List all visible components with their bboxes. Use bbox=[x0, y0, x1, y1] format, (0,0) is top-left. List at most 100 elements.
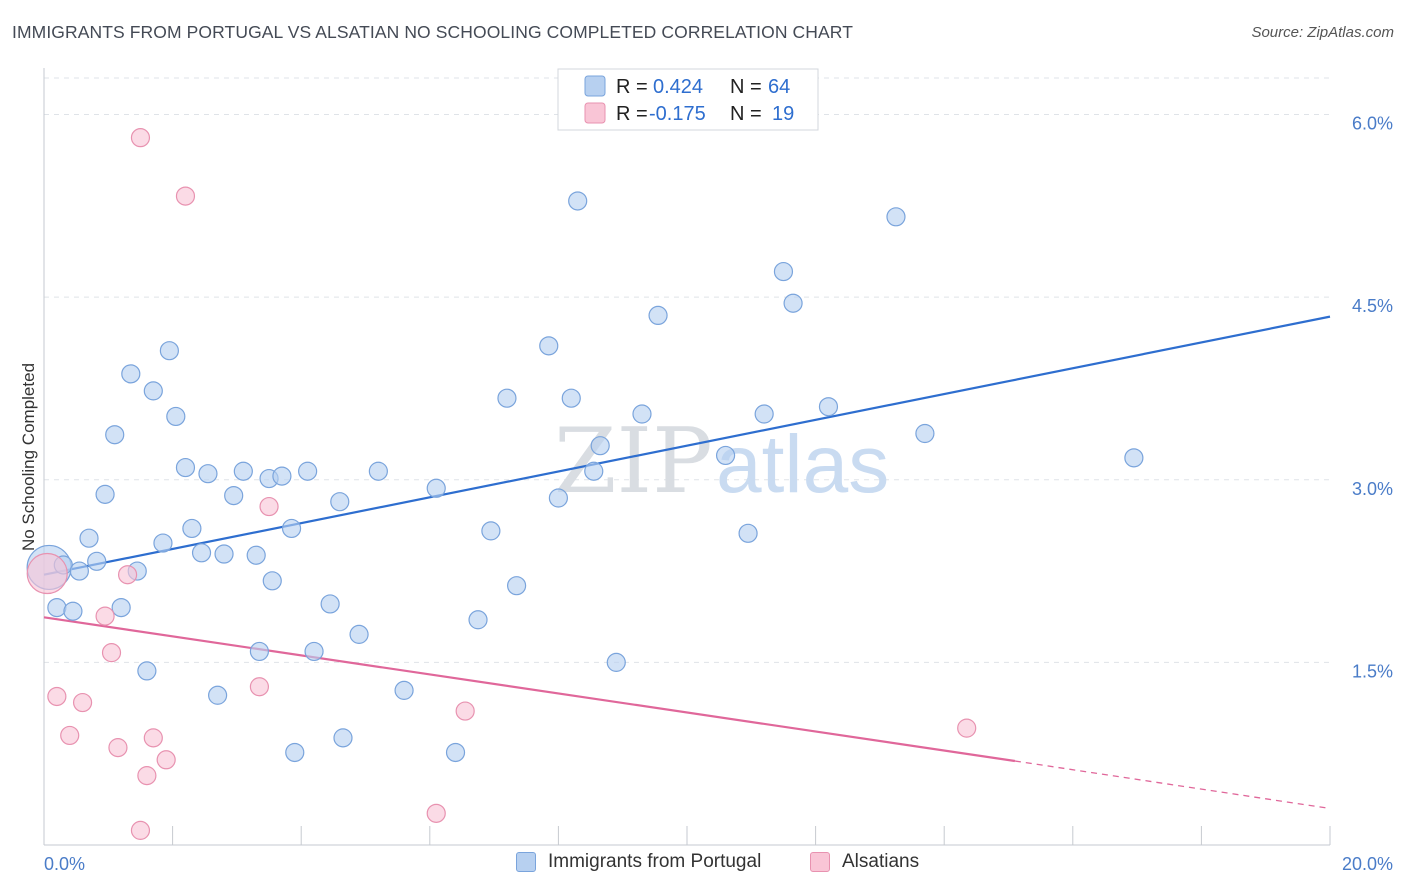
point-pink-18 bbox=[957, 718, 977, 738]
point-blue-40 bbox=[426, 478, 446, 498]
bottom-legend-swatch-blue bbox=[516, 852, 536, 872]
trend-line-pink-extension bbox=[1014, 760, 1331, 810]
point-blue-2 bbox=[47, 597, 67, 618]
watermark-atlas: atlas bbox=[716, 419, 889, 510]
legend-swatch-pink bbox=[584, 102, 606, 124]
point-pink-1 bbox=[47, 686, 67, 707]
point-pink-9 bbox=[130, 820, 151, 840]
point-pink-0 bbox=[26, 552, 68, 595]
x-tick-labels: 0.0% 20.0% bbox=[44, 854, 1393, 874]
point-blue-22 bbox=[214, 544, 234, 564]
point-blue-54 bbox=[648, 305, 668, 326]
point-blue-43 bbox=[481, 521, 501, 541]
point-blue-36 bbox=[333, 728, 353, 748]
watermark-zip: ZIP bbox=[554, 409, 713, 514]
point-blue-57 bbox=[754, 404, 774, 424]
trend-line-pink bbox=[43, 616, 1016, 763]
point-blue-14 bbox=[153, 533, 173, 553]
y-tick-label-3: 6.0% bbox=[1352, 114, 1393, 134]
point-pink-12 bbox=[156, 750, 176, 770]
legend-n-label-blue: N = bbox=[730, 76, 762, 98]
point-blue-56 bbox=[738, 523, 758, 543]
chart-title: IMMIGRANTS FROM PORTUGAL VS ALSATIAN NO … bbox=[12, 22, 854, 42]
point-blue-55 bbox=[715, 445, 736, 466]
watermark: ZIP atlas bbox=[554, 409, 889, 514]
x-tick-label-0: 0.0% bbox=[44, 854, 85, 874]
bottom-legend-blue: Immigrants from Portugal bbox=[516, 851, 761, 873]
point-blue-12 bbox=[137, 661, 157, 681]
legend-n-value-blue: 64 bbox=[768, 76, 790, 98]
legend-r-value-pink: -0.175 bbox=[649, 103, 706, 125]
point-blue-3 bbox=[63, 601, 83, 621]
point-blue-46 bbox=[539, 336, 559, 356]
y-tick-label-0: 1.5% bbox=[1352, 661, 1393, 681]
point-pink-16 bbox=[426, 803, 446, 823]
point-pink-10 bbox=[137, 766, 157, 786]
legend-n-value-pink: 19 bbox=[772, 103, 794, 125]
point-pink-7 bbox=[117, 565, 138, 585]
point-pink-17 bbox=[455, 701, 475, 721]
point-pink-6 bbox=[108, 738, 128, 758]
point-blue-15 bbox=[159, 341, 179, 361]
grid-lines bbox=[44, 77, 1330, 663]
point-pink-4 bbox=[95, 606, 115, 626]
point-blue-33 bbox=[304, 641, 324, 662]
point-blue-41 bbox=[445, 742, 466, 763]
legend-swatch-blue bbox=[584, 75, 606, 97]
point-pink-11 bbox=[143, 728, 163, 748]
point-blue-34 bbox=[320, 594, 340, 614]
legend-r-label-pink: R = bbox=[616, 103, 648, 125]
point-blue-37 bbox=[349, 624, 369, 644]
point-blue-23 bbox=[224, 485, 244, 506]
point-blue-4 bbox=[69, 561, 89, 581]
y-tick-label-1: 3.0% bbox=[1352, 479, 1393, 499]
point-blue-45 bbox=[507, 576, 527, 596]
point-blue-10 bbox=[121, 364, 141, 384]
point-blue-50 bbox=[584, 461, 604, 481]
point-pink-2 bbox=[60, 725, 80, 746]
point-blue-7 bbox=[95, 484, 115, 504]
point-blue-58 bbox=[773, 261, 794, 282]
point-blue-31 bbox=[285, 742, 305, 763]
point-blue-30 bbox=[281, 518, 302, 539]
point-blue-61 bbox=[886, 207, 906, 227]
point-blue-49 bbox=[568, 191, 588, 211]
legend-r-value-blue: 0.424 bbox=[653, 76, 703, 98]
bottom-legend-swatch-pink bbox=[810, 852, 830, 872]
point-pink-5 bbox=[101, 643, 122, 663]
legend-r-label-blue: R = bbox=[616, 76, 648, 98]
legend-n-label-pink: N = bbox=[730, 103, 762, 125]
point-blue-48 bbox=[561, 388, 581, 408]
point-blue-8 bbox=[105, 425, 125, 445]
point-blue-19 bbox=[191, 543, 212, 563]
point-pink-15 bbox=[259, 496, 279, 517]
bottom-legend-label-blue: Immigrants from Portugal bbox=[548, 851, 762, 872]
data-points bbox=[26, 128, 1144, 840]
bottom-legend-label-pink: Alsatians bbox=[842, 851, 920, 872]
point-blue-5 bbox=[79, 528, 99, 548]
point-blue-29 bbox=[272, 466, 292, 486]
trend-lines bbox=[43, 315, 1331, 810]
point-blue-20 bbox=[198, 464, 218, 484]
point-blue-35 bbox=[330, 492, 350, 512]
point-blue-26 bbox=[249, 641, 270, 662]
point-blue-39 bbox=[394, 680, 414, 700]
point-blue-63 bbox=[1124, 448, 1144, 468]
point-blue-18 bbox=[182, 518, 202, 539]
point-blue-13 bbox=[143, 381, 163, 401]
point-blue-6 bbox=[87, 551, 107, 571]
point-blue-47 bbox=[548, 488, 569, 508]
chart-source: Source: ZipAtlas.com bbox=[1251, 24, 1394, 41]
bottom-legend-pink: Alsatians bbox=[810, 851, 919, 873]
trend-line-blue bbox=[43, 315, 1331, 576]
point-blue-32 bbox=[298, 461, 318, 481]
point-blue-60 bbox=[818, 397, 839, 417]
point-blue-17 bbox=[175, 457, 196, 478]
point-blue-9 bbox=[111, 597, 131, 618]
point-pink-13 bbox=[175, 186, 196, 206]
point-blue-21 bbox=[208, 685, 228, 705]
y-axis-label: No Schooling Completed bbox=[19, 363, 38, 551]
point-blue-38 bbox=[368, 461, 388, 481]
point-blue-42 bbox=[468, 610, 488, 630]
